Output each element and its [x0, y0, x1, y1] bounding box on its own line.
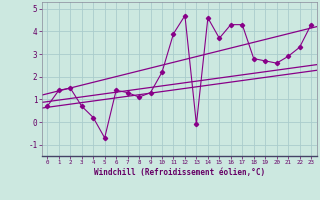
X-axis label: Windchill (Refroidissement éolien,°C): Windchill (Refroidissement éolien,°C) — [94, 168, 265, 177]
